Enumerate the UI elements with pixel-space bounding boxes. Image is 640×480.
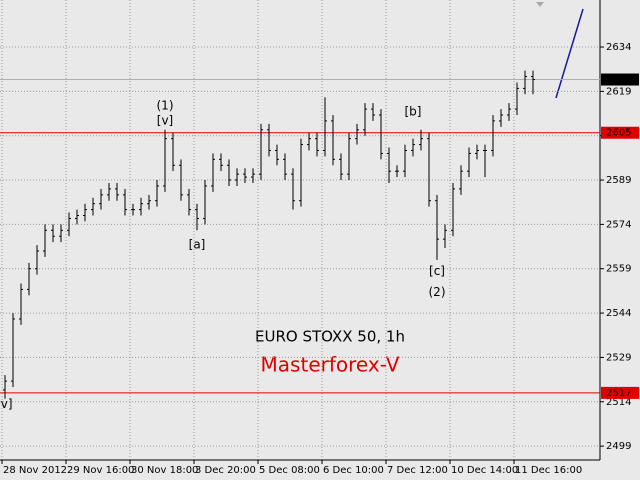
y-tick-label: 2544: [606, 308, 631, 319]
forecast-line: [555, 8, 584, 99]
price-tag-label: 2605: [606, 128, 631, 139]
y-tick-label: 2514: [606, 397, 631, 408]
x-tick-label: 3 Dec 20:00: [195, 465, 256, 476]
x-tick-label: 6 Dec 10:00: [323, 465, 384, 476]
wave-label: [c]: [429, 264, 445, 278]
chart-subtitle: Masterforex-V: [261, 353, 400, 377]
price-tag: [601, 126, 639, 139]
price-tag: [601, 386, 639, 399]
y-tick-label: 2574: [606, 219, 631, 230]
price-tag-label: 2517: [606, 388, 631, 399]
wave-label: (1): [157, 99, 174, 113]
y-tick-label: 2589: [606, 175, 631, 186]
y-tick-label: 2619: [606, 86, 631, 97]
x-tick-label: 30 Nov 18:00: [131, 465, 198, 476]
wave-label: [b]: [405, 105, 422, 119]
x-tick-label: 7 Dec 12:00: [387, 465, 448, 476]
price-tag: [601, 73, 639, 86]
y-tick-label: 2634: [606, 42, 631, 53]
x-tick-label: 29 Nov 16:00: [67, 465, 134, 476]
chart-title: EURO STOXX 50, 1h: [255, 328, 405, 346]
shift-marker: [536, 2, 544, 7]
x-tick-label: 11 Dec 16:00: [515, 465, 582, 476]
price-tag-label: 2623: [606, 75, 631, 86]
plot-area: [0, 0, 600, 460]
wave-label: (2): [429, 285, 446, 299]
x-tick-label: 28 Nov 2012: [3, 465, 67, 476]
wave-label: iv]: [0, 397, 13, 411]
y-tick-label: 2559: [606, 264, 631, 275]
y-tick-label: 2529: [606, 352, 631, 363]
x-tick-label: 5 Dec 08:00: [259, 465, 320, 476]
x-tick-label: 10 Dec 14:00: [451, 465, 518, 476]
y-tick-label: 2499: [606, 441, 631, 452]
wave-label: [v]: [157, 113, 173, 127]
wave-label: [a]: [189, 238, 206, 252]
